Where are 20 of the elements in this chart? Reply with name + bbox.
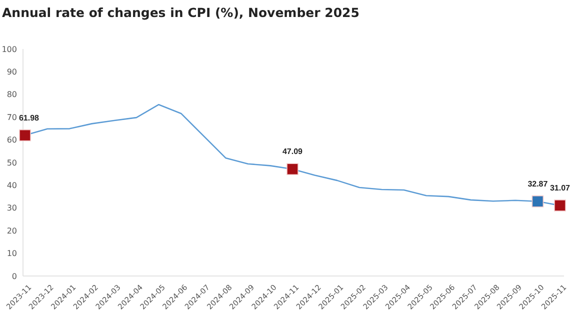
y-tick-label: 0 xyxy=(12,272,17,281)
data-label: 32.87 xyxy=(528,179,548,188)
y-tick-label: 40 xyxy=(6,181,17,190)
point xyxy=(19,129,31,142)
y-tick-label: 90 xyxy=(6,68,17,76)
chart-title: Annual rate of changes in CPI (%), November 2025 xyxy=(2,5,360,20)
data-label: 31.07 xyxy=(550,183,571,192)
data-label: 47.09 xyxy=(282,147,304,156)
point xyxy=(554,200,566,212)
point xyxy=(286,163,298,176)
y-tick-label: 50 xyxy=(6,158,17,168)
y-tick-label: 30 xyxy=(6,204,17,213)
y-tick-label: 20 xyxy=(6,226,17,236)
y-tick-label: 60 xyxy=(6,136,17,145)
y-tick-label: 80 xyxy=(6,90,17,100)
point xyxy=(532,195,544,208)
y-tick-label: 100 xyxy=(2,44,17,54)
data-label: 61.98 xyxy=(18,113,40,122)
y-tick-label: 70 xyxy=(6,112,17,122)
y-tick-label: 10 xyxy=(6,249,17,258)
